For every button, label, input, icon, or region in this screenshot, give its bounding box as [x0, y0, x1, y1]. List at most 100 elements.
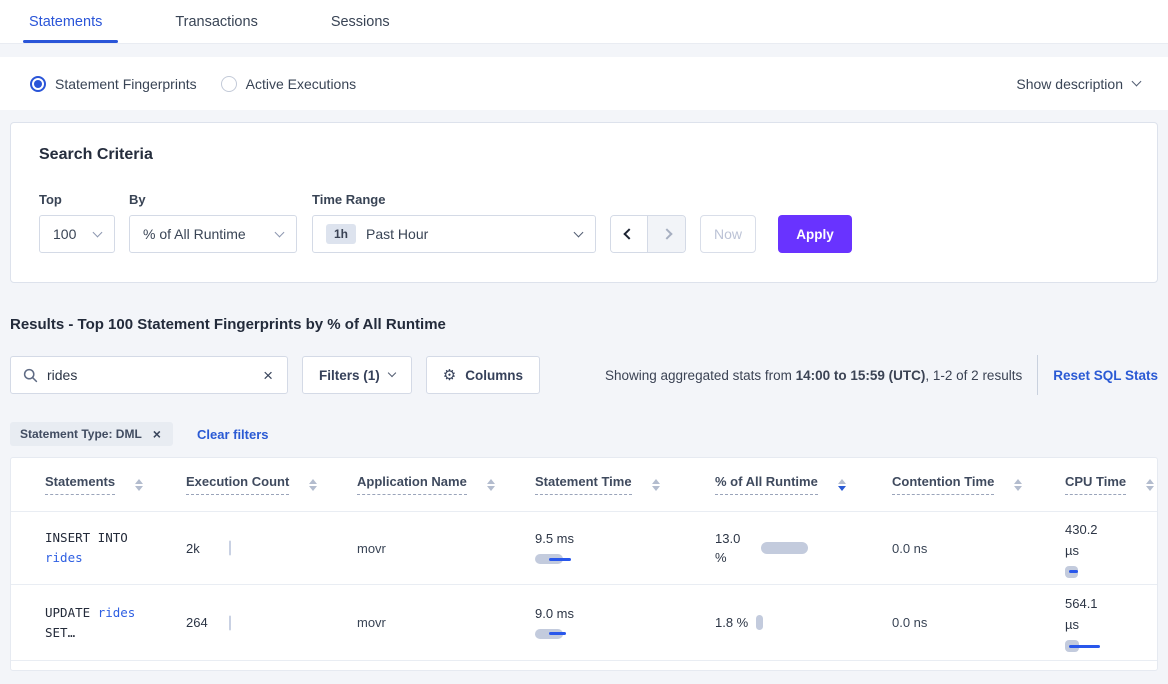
tab-transactions[interactable]: Transactions [175, 13, 258, 30]
aggregated-stats-note: Showing aggregated stats from 14:00 to 1… [605, 368, 1022, 383]
radio-selected-icon [30, 75, 46, 92]
apply-button[interactable]: Apply [778, 215, 852, 253]
sort-icon-active-desc[interactable] [837, 478, 846, 491]
tab-statements[interactable]: Statements [22, 0, 119, 43]
time-range-value: Past Hour [366, 226, 429, 242]
radio-label: Active Executions [245, 75, 357, 92]
stats-note-range: 14:00 to 15:59 (UTC) [795, 367, 926, 383]
table-header-row: Statements Execution Count Application N… [11, 458, 1157, 512]
by-select-value: % of All Runtime [143, 226, 246, 242]
clear-search-icon[interactable]: × [263, 365, 273, 385]
by-label: By [129, 192, 146, 207]
search-icon [23, 368, 38, 382]
top-select-value: 100 [53, 226, 77, 242]
stats-note-prefix: Showing aggregated stats from [605, 367, 796, 383]
cpu-time-cell: 430.2 µs [1065, 519, 1157, 578]
stats-note-suffix: , 1-2 of 2 results [925, 367, 1023, 383]
gear-icon: ⚙ [442, 367, 457, 384]
sql-keyword: INSERT INTO [45, 530, 128, 545]
sort-icon[interactable] [1014, 478, 1023, 491]
by-select[interactable]: % of All Runtime [129, 215, 297, 253]
sql-keyword: UPDATE [45, 604, 91, 620]
view-toggle-bar: Statement Fingerprints Active Executions… [0, 57, 1168, 110]
sql-keyword: SET… [45, 624, 76, 640]
sort-icon[interactable] [486, 478, 495, 491]
caret-left-icon [623, 228, 635, 240]
time-range-badge: 1h [326, 224, 357, 244]
pct-of-all-runtime-cell: 13.0 % [715, 529, 892, 567]
previous-time-range-button[interactable] [611, 216, 648, 252]
radio-statement-fingerprints[interactable]: Statement Fingerprints [30, 75, 197, 92]
application-name-cell: movr [357, 615, 386, 630]
chevron-down-icon [387, 368, 397, 378]
time-range-select[interactable]: 1h Past Hour [312, 215, 596, 253]
statement-fingerprint-cell: INSERT INTO rides [45, 528, 167, 568]
chevron-down-icon [1131, 76, 1142, 87]
cpu-time-cell: 564.1 µs [1065, 593, 1157, 652]
filter-pill-statement-type[interactable]: Statement Type: DML × [10, 422, 173, 446]
chevron-down-icon [573, 227, 584, 237]
column-header-statement-time[interactable]: Statement Time [535, 474, 715, 495]
statement-time-bar [535, 628, 579, 640]
contention-time-cell: 0.0 ns [892, 540, 928, 556]
sort-icon[interactable] [1146, 478, 1155, 491]
pct-runtime-bar [756, 615, 764, 630]
sort-icon[interactable] [651, 478, 660, 491]
execution-count-cell: 2k [186, 540, 357, 556]
divider [1037, 355, 1039, 395]
top-tab-bar: Statements Transactions Sessions [0, 0, 1168, 44]
show-description-toggle[interactable]: Show description [1016, 75, 1142, 92]
table-row[interactable]: UPDATE rides SET… 264 movr 9.0 ms 1.8 % … [11, 585, 1157, 661]
reset-sql-stats-link[interactable]: Reset SQL Stats [1053, 367, 1158, 383]
count-bar [229, 615, 231, 630]
filter-pill-label: Statement Type: DML [20, 427, 142, 441]
radio-active-executions[interactable]: Active Executions [220, 75, 357, 92]
radio-label: Statement Fingerprints [55, 75, 197, 92]
columns-button[interactable]: ⚙ Columns [425, 356, 540, 394]
search-input[interactable] [47, 367, 262, 383]
top-select[interactable]: 100 [39, 215, 115, 253]
remove-filter-icon[interactable]: × [152, 426, 161, 442]
caret-right-icon [660, 228, 673, 240]
tab-sessions[interactable]: Sessions [330, 13, 390, 30]
statement-link[interactable]: rides [45, 550, 83, 565]
clear-filters-link[interactable]: Clear filters [196, 426, 269, 442]
application-name-cell: movr [357, 540, 386, 556]
cpu-time-bar [1065, 640, 1105, 652]
column-header-execution-count[interactable]: Execution Count [186, 474, 357, 495]
sort-icon[interactable] [135, 478, 144, 491]
statement-link[interactable]: rides [97, 604, 136, 620]
count-bar [229, 540, 231, 556]
statement-time-cell: 9.5 ms [535, 531, 715, 565]
statement-time-cell: 9.0 ms [535, 606, 715, 640]
cpu-time-bar [1065, 565, 1085, 578]
radio-unselected-icon [220, 75, 237, 92]
top-label: Top [39, 192, 62, 207]
columns-button-label: Columns [465, 367, 523, 383]
pct-runtime-bar [761, 542, 808, 554]
now-button[interactable]: Now [700, 215, 756, 253]
contention-time-cell: 0.0 ns [892, 615, 928, 630]
results-toolbar: × Filters (1) ⚙ Columns Showing aggregat… [10, 355, 1158, 395]
statement-time-bar [535, 553, 579, 565]
column-header-pct-of-all-runtime[interactable]: % of All Runtime [715, 474, 892, 495]
next-time-range-button[interactable] [648, 216, 685, 252]
column-header-contention-time[interactable]: Contention Time [892, 474, 1065, 495]
show-description-label: Show description [1016, 75, 1123, 92]
filters-button[interactable]: Filters (1) [302, 356, 412, 394]
table-row[interactable]: INSERT INTO rides 2k movr 9.5 ms 13.0 % … [11, 512, 1157, 585]
filters-button-label: Filters (1) [319, 367, 380, 383]
search-box[interactable]: × [10, 356, 288, 394]
time-range-stepper [610, 215, 686, 253]
column-header-statements[interactable]: Statements [45, 474, 186, 495]
column-header-cpu-time[interactable]: CPU Time [1065, 474, 1157, 495]
sort-icon[interactable] [309, 478, 318, 491]
statements-table: Statements Execution Count Application N… [10, 457, 1158, 671]
results-heading: Results - Top 100 Statement Fingerprints… [10, 316, 446, 333]
search-criteria-card: Search Criteria Top 100 By % of All Runt… [10, 122, 1158, 283]
column-header-application-name[interactable]: Application Name [357, 474, 535, 495]
time-range-label: Time Range [312, 192, 386, 207]
active-filters-row: Statement Type: DML × Clear filters [10, 422, 1158, 446]
execution-count-cell: 264 [186, 615, 357, 630]
